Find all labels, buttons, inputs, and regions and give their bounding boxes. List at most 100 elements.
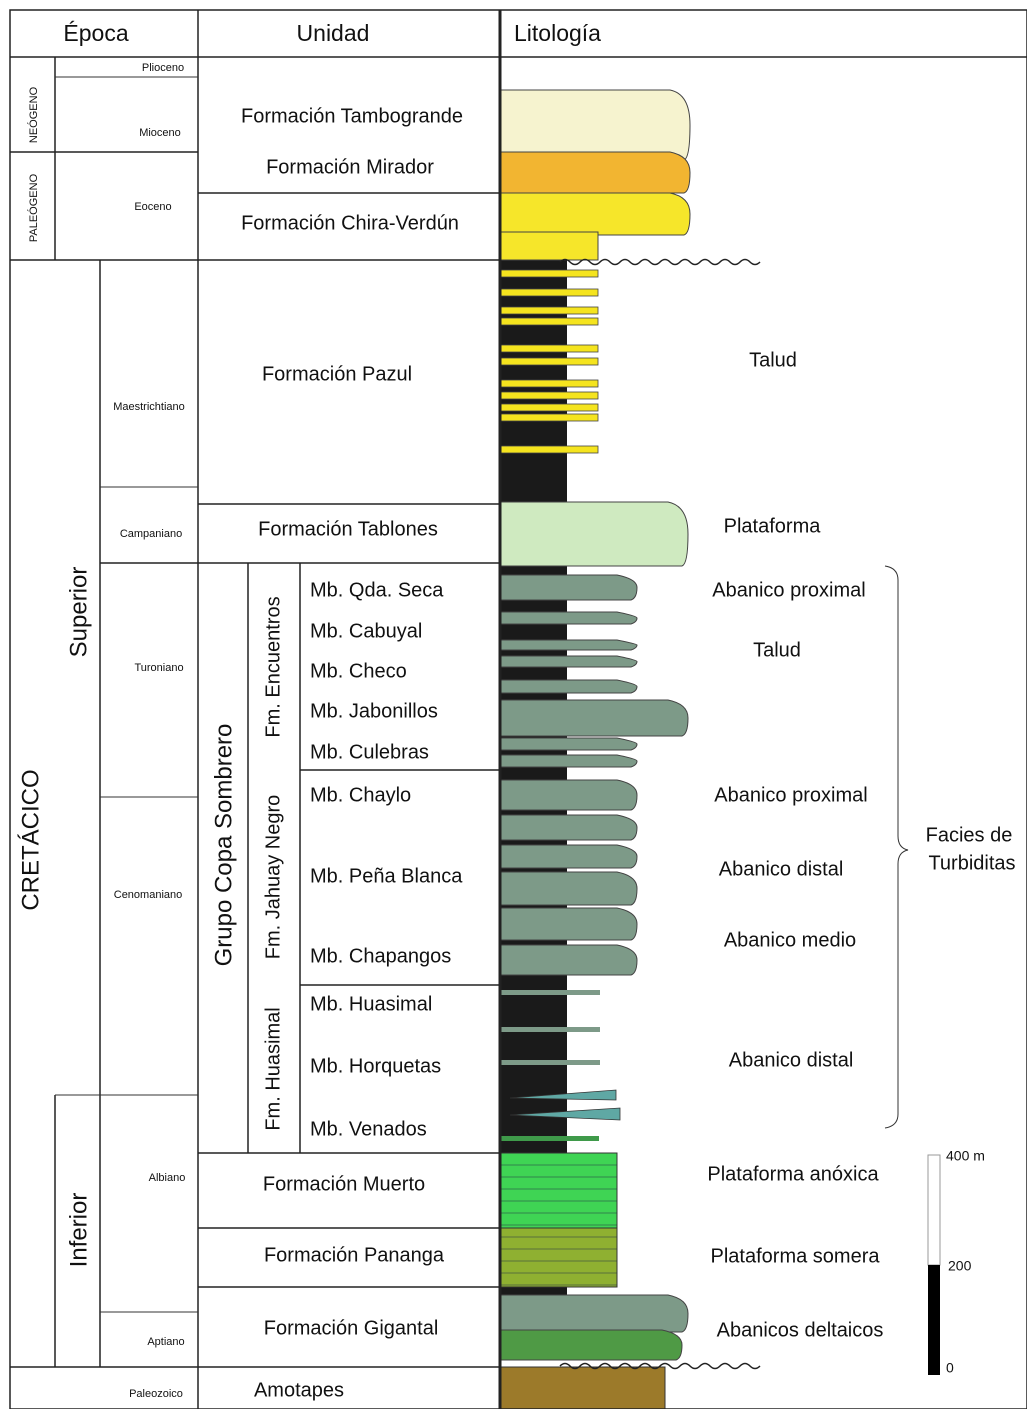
turbidite-bed	[501, 845, 637, 868]
member: Mb. Cabuyal	[310, 620, 422, 642]
formation: Formación Gigantal	[264, 1317, 439, 1339]
turbidite-bed	[501, 738, 637, 750]
member: Mb. Venados	[310, 1118, 427, 1140]
stage: Mioceno	[139, 127, 181, 139]
stratigraphic-column: Época Unidad Litología NEÓGENO PALEÓGENO…	[0, 0, 1027, 1409]
header: Época	[63, 20, 128, 46]
sub-formation: Fm. Huasimal	[262, 1007, 284, 1130]
scale-bar	[928, 1265, 940, 1375]
environment: Talud	[753, 639, 801, 661]
bracket-label: Facies de	[926, 824, 1013, 846]
member: Mb. Peña Blanca	[310, 865, 463, 887]
sub-formation: Fm. Jahuay Negro	[262, 795, 284, 960]
environment: Plataforma anóxica	[707, 1163, 879, 1185]
sandstone	[501, 193, 690, 235]
conglomerate	[501, 1295, 688, 1332]
environment: Abanico proximal	[714, 784, 867, 806]
sandstone	[501, 1330, 682, 1360]
sandstone	[501, 232, 598, 260]
sandstone-conglomerate	[501, 90, 690, 160]
formation: Amotapes	[254, 1379, 344, 1401]
sub-formation: Fm. Encuentros	[262, 596, 284, 737]
limestone	[501, 1153, 617, 1228]
sand-bed	[501, 404, 598, 411]
sand-bed	[501, 446, 598, 453]
member: Mb. Jabonillos	[310, 700, 438, 722]
environment: Abanicos deltaicos	[717, 1319, 884, 1341]
turbidite-bed	[501, 700, 688, 736]
scale-bar	[928, 1155, 940, 1265]
formation: Formación Mirador	[266, 156, 434, 178]
scale-label: 0	[946, 1360, 954, 1376]
environment: Abanico proximal	[712, 579, 865, 601]
turbidite-bed	[501, 612, 637, 624]
thin-bed	[501, 1027, 600, 1032]
formation: Formación Muerto	[263, 1173, 425, 1195]
scale-label: 400 m	[946, 1148, 985, 1164]
sand-bed	[501, 307, 598, 314]
turbidite-bed	[501, 872, 637, 905]
formation: Formación Pananga	[264, 1244, 445, 1266]
turbidite-bed	[501, 575, 637, 600]
basement	[501, 1367, 665, 1409]
member: Mb. Chapangos	[310, 945, 451, 967]
sand-bed	[501, 345, 598, 352]
bracket	[885, 566, 908, 1128]
stage: Paleozoico	[129, 1388, 183, 1400]
environment: Plataforma somera	[711, 1245, 881, 1267]
stage: Cenomaniano	[114, 889, 183, 901]
stage: Plioceno	[142, 62, 184, 74]
formation: Formación Tambogrande	[241, 105, 463, 127]
bracket-label: Turbiditas	[928, 852, 1015, 874]
stage: Campaniano	[120, 528, 182, 540]
turbidite-bed	[501, 656, 637, 667]
stage: Turoniano	[134, 662, 183, 674]
member: Mb. Qda. Seca	[310, 579, 444, 601]
header: Litología	[514, 20, 601, 46]
member: Mb. Horquetas	[310, 1055, 441, 1077]
turbidite-bed	[501, 908, 637, 940]
conglomerate	[501, 502, 688, 566]
formation: Formación Tablones	[258, 518, 438, 540]
environment: Talud	[749, 349, 797, 371]
series: Inferior	[65, 1193, 92, 1268]
turbidite-bed	[501, 945, 637, 975]
formation: Formación Chira-Verdún	[241, 212, 459, 234]
environment: Abanico distal	[729, 1049, 854, 1071]
series: Superior	[65, 567, 92, 658]
sand-bed	[501, 414, 598, 421]
sand-bed	[501, 318, 598, 325]
stage: Eoceno	[134, 201, 171, 213]
member: Mb. Huasimal	[310, 993, 432, 1015]
lithology-column	[501, 90, 760, 1409]
sand-bed	[501, 392, 598, 399]
turbidite-bed	[501, 780, 637, 810]
environment: Abanico distal	[719, 858, 844, 880]
scale-label: 200	[948, 1258, 972, 1274]
turbidite-bed	[501, 680, 637, 693]
sand-bed	[501, 358, 598, 365]
turbidite-bed	[501, 815, 637, 840]
thin-bed	[501, 990, 600, 995]
environment: Abanico medio	[724, 929, 856, 951]
turbidite-bed	[501, 640, 637, 650]
member: Mb. Checo	[310, 660, 407, 682]
environments: Talud Plataforma Abanico proximal Talud Aban…	[707, 349, 883, 1341]
era: PALEÓGENO	[27, 173, 40, 242]
era: CRETÁCICO	[17, 769, 44, 910]
header: Unidad	[297, 20, 370, 46]
turbidite-bed	[501, 755, 637, 767]
member: Mb. Culebras	[310, 741, 429, 763]
group: Grupo Copa Sombrero	[210, 724, 237, 967]
member: Mb. Chaylo	[310, 784, 411, 806]
stage: Aptiano	[147, 1336, 184, 1348]
era: NEÓGENO	[27, 86, 40, 143]
stage: Albiano	[149, 1172, 186, 1184]
sandstone-conglomerate	[501, 152, 690, 193]
environment: Plataforma	[724, 515, 822, 537]
thin-bed	[501, 1136, 599, 1141]
formation: Formación Pazul	[262, 363, 412, 385]
members: Mb. Qda. Seca Mb. Cabuyal Mb. Checo Mb. Jab…	[310, 579, 463, 1140]
sand-bed	[501, 380, 598, 387]
stage: Maestrichtiano	[113, 401, 185, 413]
